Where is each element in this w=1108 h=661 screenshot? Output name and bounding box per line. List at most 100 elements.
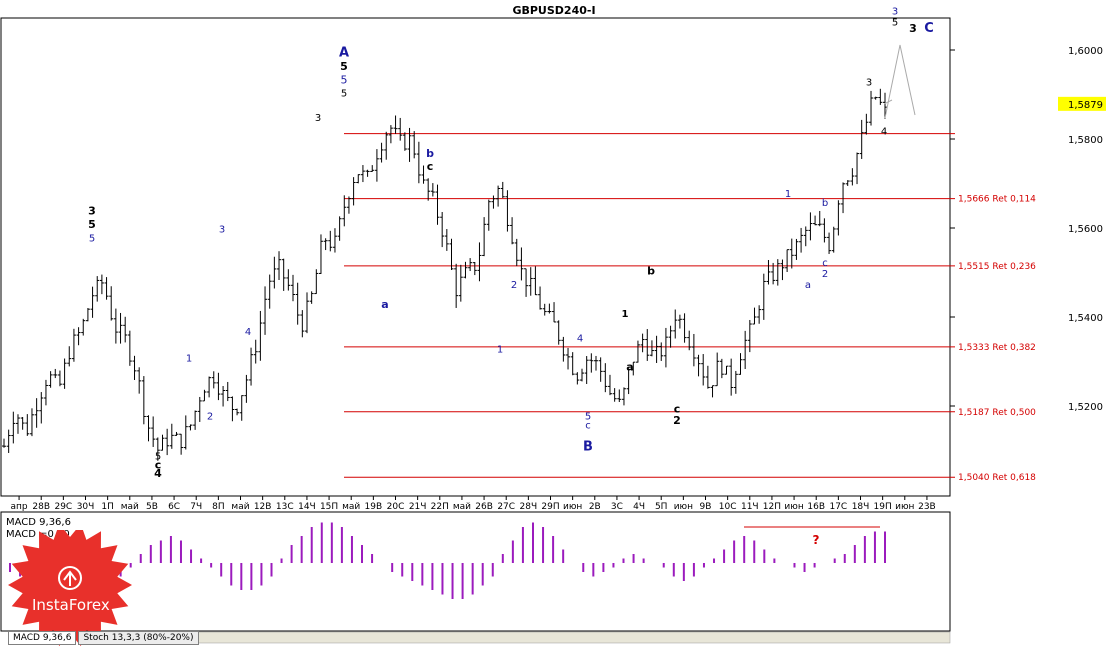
time-tick-label: 21Ч <box>409 502 427 512</box>
wave-label: 1 <box>785 189 791 200</box>
price-axis: 1,6000 1,5800 1,5600 1,5400 1,5200 1,5879 <box>950 46 1106 413</box>
time-tick-label: 1П <box>101 502 114 512</box>
time-tick-label: июн <box>895 502 914 512</box>
macd-label-1: MACD 9,36,6 <box>6 517 71 528</box>
time-tick-label: 17С <box>829 502 847 512</box>
time-tick-label: 10С <box>719 502 737 512</box>
projection-line <box>883 99 893 105</box>
chart-title: GBPUSD240-I <box>512 4 595 17</box>
wave-label: c <box>674 403 681 416</box>
wave-label: 3 <box>892 6 898 17</box>
time-tick-label: 19П <box>874 502 892 512</box>
wave-label: 4 <box>577 333 583 344</box>
wave-label: 2 <box>673 414 681 427</box>
wave-label: A <box>339 46 349 61</box>
wave-label: 4 <box>881 127 887 138</box>
time-tick-label: июн <box>674 502 693 512</box>
time-tick-label: 16В <box>807 502 825 512</box>
wave-label: 4 <box>245 327 251 338</box>
tab-stoch[interactable]: Stoch 13,3,3 (80%-20%) <box>78 631 199 645</box>
wave-label: ? <box>813 533 820 547</box>
time-tick-label: 19В <box>365 502 383 512</box>
wave-label: b <box>822 198 828 209</box>
wave-label: a <box>381 298 388 311</box>
time-tick-label: 12В <box>254 502 272 512</box>
time-tick-label: 29С <box>54 502 72 512</box>
wave-label: c <box>822 258 828 269</box>
time-tick-label: 9В <box>700 502 712 512</box>
wave-label: a <box>805 280 811 291</box>
time-tick-label: 4Ч <box>633 502 645 512</box>
time-tick-label: 8П <box>212 502 225 512</box>
time-tick-label: май <box>453 502 471 512</box>
wave-label: 1 <box>497 345 503 356</box>
time-tick-label: 26В <box>475 502 493 512</box>
fib-label: 1,5515 Ret 0,236 <box>958 262 1036 272</box>
time-tick-label: апр <box>11 502 28 512</box>
logo-text: InstaForex <box>32 596 110 614</box>
time-tick-label: 23В <box>918 502 936 512</box>
time-tick-label: 2В <box>589 502 601 512</box>
time-tick-label: 20С <box>387 502 405 512</box>
wave-label: a <box>626 360 633 373</box>
time-tick-label: 12П <box>763 502 781 512</box>
time-tick-label: июн <box>784 502 803 512</box>
tab-macd[interactable]: MACD 9,36,6 <box>8 631 77 645</box>
current-price-label: 1,5879 <box>1068 100 1103 111</box>
wave-label: c <box>155 458 162 471</box>
price-tick-label: 1,5400 <box>1068 313 1103 324</box>
wave-label: c <box>585 420 591 431</box>
time-tick-label: 14Ч <box>298 502 316 512</box>
macd-label-2: MACD =0,00 <box>6 529 70 540</box>
fibonacci-levels: 1,5666 Ret 0,114 1,5515 Ret 0,236 1,5333 R… <box>344 133 1036 483</box>
price-tick-label: 1,6000 <box>1068 46 1103 57</box>
wave-label: 2 <box>207 411 213 422</box>
fib-label: 1,5040 Ret 0,618 <box>958 473 1036 483</box>
wave-label: 5 <box>340 60 348 73</box>
time-tick-label: 27С <box>497 502 515 512</box>
time-tick-label: 18Ч <box>852 502 870 512</box>
wave-label: 2 <box>822 269 828 280</box>
time-tick-label: 11Ч <box>741 502 759 512</box>
wave-label: b <box>647 265 655 278</box>
current-price-box <box>1058 96 1106 111</box>
time-tick-label: июн <box>563 502 582 512</box>
time-tick-label: май <box>342 502 360 512</box>
wave-label: c <box>427 160 434 173</box>
wave-label: 3 <box>909 22 917 35</box>
time-tick-label: 22П <box>431 502 449 512</box>
wave-label: b <box>426 147 434 160</box>
time-tick-label: май <box>231 502 249 512</box>
wave-label: 3 <box>866 78 872 89</box>
price-bars <box>2 44 916 461</box>
wave-label: 5 <box>341 73 348 86</box>
instaforex-logo <box>8 530 132 647</box>
wave-label: 1 <box>622 309 629 320</box>
time-tick-label: 7Ч <box>190 502 202 512</box>
indicator-tabs: MACD 9,36,6 Stoch 13,3,3 (80%-20%) <box>8 631 199 645</box>
time-axis: апр 28В 29С 30Ч 1П май 5В 6С 7Ч 8П май 12В 13С 14Ч 15П… <box>11 496 936 512</box>
time-tick-label: 29П <box>541 502 559 512</box>
fib-label: 1,5666 Ret 0,114 <box>958 195 1036 205</box>
wave-label: 4 <box>154 467 162 480</box>
wave-label: 5 <box>155 451 161 462</box>
wave-label: 5 <box>89 233 95 244</box>
wave-label: B <box>583 440 593 455</box>
time-tick-label: 13С <box>276 502 294 512</box>
wave-label: 2 <box>511 280 517 291</box>
macd-histogram <box>9 522 886 599</box>
time-tick-label: 5В <box>146 502 158 512</box>
time-tick-label: 15П <box>320 502 338 512</box>
price-tick-label: 1,5200 <box>1068 402 1103 413</box>
price-tick-label: 1,5600 <box>1068 224 1103 235</box>
wave-label: 5 <box>341 89 347 100</box>
wave-label: 3 <box>219 224 225 235</box>
projection-line <box>884 44 916 119</box>
time-tick-label: 3С <box>611 502 623 512</box>
fib-label: 1,5333 Ret 0,382 <box>958 343 1036 353</box>
price-tick-label: 1,5800 <box>1068 135 1103 146</box>
wave-label: 3 <box>88 205 96 218</box>
wave-label: 1 <box>186 354 192 365</box>
